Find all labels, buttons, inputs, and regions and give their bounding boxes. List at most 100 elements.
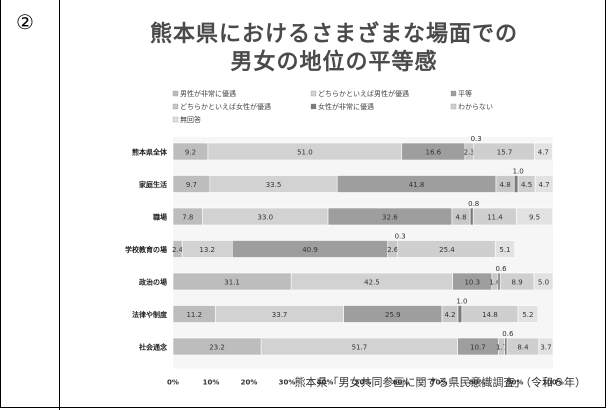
legend-swatch — [310, 90, 317, 97]
legend-swatch — [172, 103, 179, 110]
legend-swatch — [172, 90, 179, 97]
data-label: 2.3 — [464, 149, 475, 157]
data-label: 5.1 — [499, 246, 510, 254]
legend-label: わからない — [458, 103, 493, 111]
category-label: 家庭生活 — [139, 180, 167, 189]
data-label: 4.5 — [521, 181, 532, 189]
bar-segment — [457, 305, 463, 323]
x-tick-label: 80% — [469, 379, 486, 387]
data-label: 23.2 — [209, 344, 225, 352]
legend-swatch — [310, 103, 317, 110]
bar-segment — [517, 305, 539, 323]
x-tick-label: 20% — [241, 379, 258, 387]
legend-label: 無回答 — [180, 115, 201, 124]
legend-label: 男性が非常に優遇 — [180, 89, 236, 98]
category-label: 政治の場 — [139, 278, 167, 287]
data-label: 9.5 — [529, 214, 540, 222]
data-label: 8.9 — [512, 279, 523, 287]
legend-label: どちらかといえば男性が優遇 — [318, 89, 409, 98]
data-label: 1.0 — [513, 168, 524, 176]
legend-swatch — [450, 103, 457, 110]
bar-segment — [516, 207, 553, 226]
data-label: 11.2 — [186, 311, 202, 319]
chart-title-line1: 熊本県におけるさまざまな場面での — [149, 22, 518, 47]
category-label: 法律や制度 — [132, 310, 168, 319]
chart-title-line2: 男女の地位の平等感 — [230, 50, 438, 75]
data-label: 25.4 — [439, 246, 455, 254]
data-label: 4.7 — [538, 149, 549, 157]
x-tick-label: 0% — [167, 379, 179, 387]
data-label: 9.7 — [186, 181, 197, 189]
data-label: 2.6 — [387, 246, 399, 254]
bar-segment — [469, 207, 474, 226]
legend-label: 平等 — [458, 89, 472, 98]
data-label: 15.7 — [497, 149, 513, 157]
data-label: 0.6 — [502, 330, 514, 338]
x-tick-label: 60% — [393, 379, 410, 387]
data-label: 5.2 — [522, 311, 533, 319]
data-label: 7.8 — [182, 214, 193, 222]
data-label: 51.7 — [352, 344, 368, 352]
x-tick-label: 100% — [542, 379, 564, 387]
category-label: 社会通念 — [138, 343, 168, 352]
legend-swatch — [172, 116, 179, 123]
bar-segment — [538, 337, 554, 356]
bar-segment — [534, 175, 554, 193]
data-label: 1.0 — [456, 298, 467, 306]
data-label: 1.6 — [489, 279, 501, 287]
frame-divider — [59, 0, 60, 410]
data-label: 4.8 — [500, 181, 511, 189]
category-label: 職場 — [153, 213, 167, 222]
data-label: 33.7 — [272, 311, 288, 319]
data-label: 0.3 — [395, 233, 406, 241]
data-label: 33.5 — [266, 181, 282, 189]
x-tick-label: 50% — [355, 379, 372, 387]
bar-segment — [504, 337, 508, 356]
data-label: 5.0 — [538, 279, 549, 287]
data-label: 4.2 — [444, 311, 455, 319]
x-tick-label: 10% — [203, 379, 220, 387]
data-label: 0.8 — [468, 200, 479, 208]
bar-segment — [494, 240, 515, 258]
x-tick-label: 70% — [431, 379, 448, 387]
legend-label: 女性が非常に優遇 — [318, 102, 374, 111]
source-caption: 熊本県「男女共同参画に関する県民意識調査」（令和６年） — [294, 376, 587, 389]
data-label: 0.3 — [471, 135, 482, 143]
bar-segment — [513, 175, 519, 193]
data-label: 8.4 — [517, 344, 529, 352]
data-label: 10.3 — [464, 279, 480, 287]
data-label: 11.4 — [487, 214, 503, 222]
figure-number: ② — [16, 10, 34, 34]
data-label: 41.8 — [409, 181, 425, 189]
category-label: 熊本県全体 — [132, 148, 168, 157]
data-label: 1.7 — [496, 344, 507, 352]
bar-segment — [497, 272, 501, 291]
category-label: 学校教育の場 — [125, 245, 167, 254]
data-label: 2.4 — [172, 246, 184, 254]
x-tick-label: 30% — [279, 379, 296, 387]
data-label: 14.8 — [482, 311, 498, 319]
data-label: 4.7 — [538, 181, 549, 189]
data-label: 4.8 — [455, 214, 466, 222]
bar-segment — [533, 272, 554, 291]
data-label: 33.0 — [258, 214, 274, 222]
data-label: 3.7 — [540, 344, 551, 352]
x-tick-label: 90% — [507, 379, 524, 387]
data-label: 13.2 — [199, 246, 215, 254]
legend-label: どちらかといえば女性が優遇 — [180, 102, 271, 111]
data-label: 42.5 — [364, 279, 380, 287]
data-label: 40.9 — [302, 246, 318, 254]
data-label: 51.0 — [297, 149, 313, 157]
legend-swatch — [450, 90, 457, 97]
data-label: 9.2 — [185, 149, 196, 157]
x-tick-label: 40% — [317, 379, 334, 387]
data-label: 25.9 — [385, 311, 401, 319]
bar-segment — [534, 142, 553, 161]
data-label: 10.7 — [470, 344, 486, 352]
data-label: 16.6 — [426, 149, 442, 157]
data-label: 0.6 — [495, 265, 507, 273]
data-label: 32.6 — [382, 214, 398, 222]
data-label: 31.1 — [224, 279, 240, 287]
